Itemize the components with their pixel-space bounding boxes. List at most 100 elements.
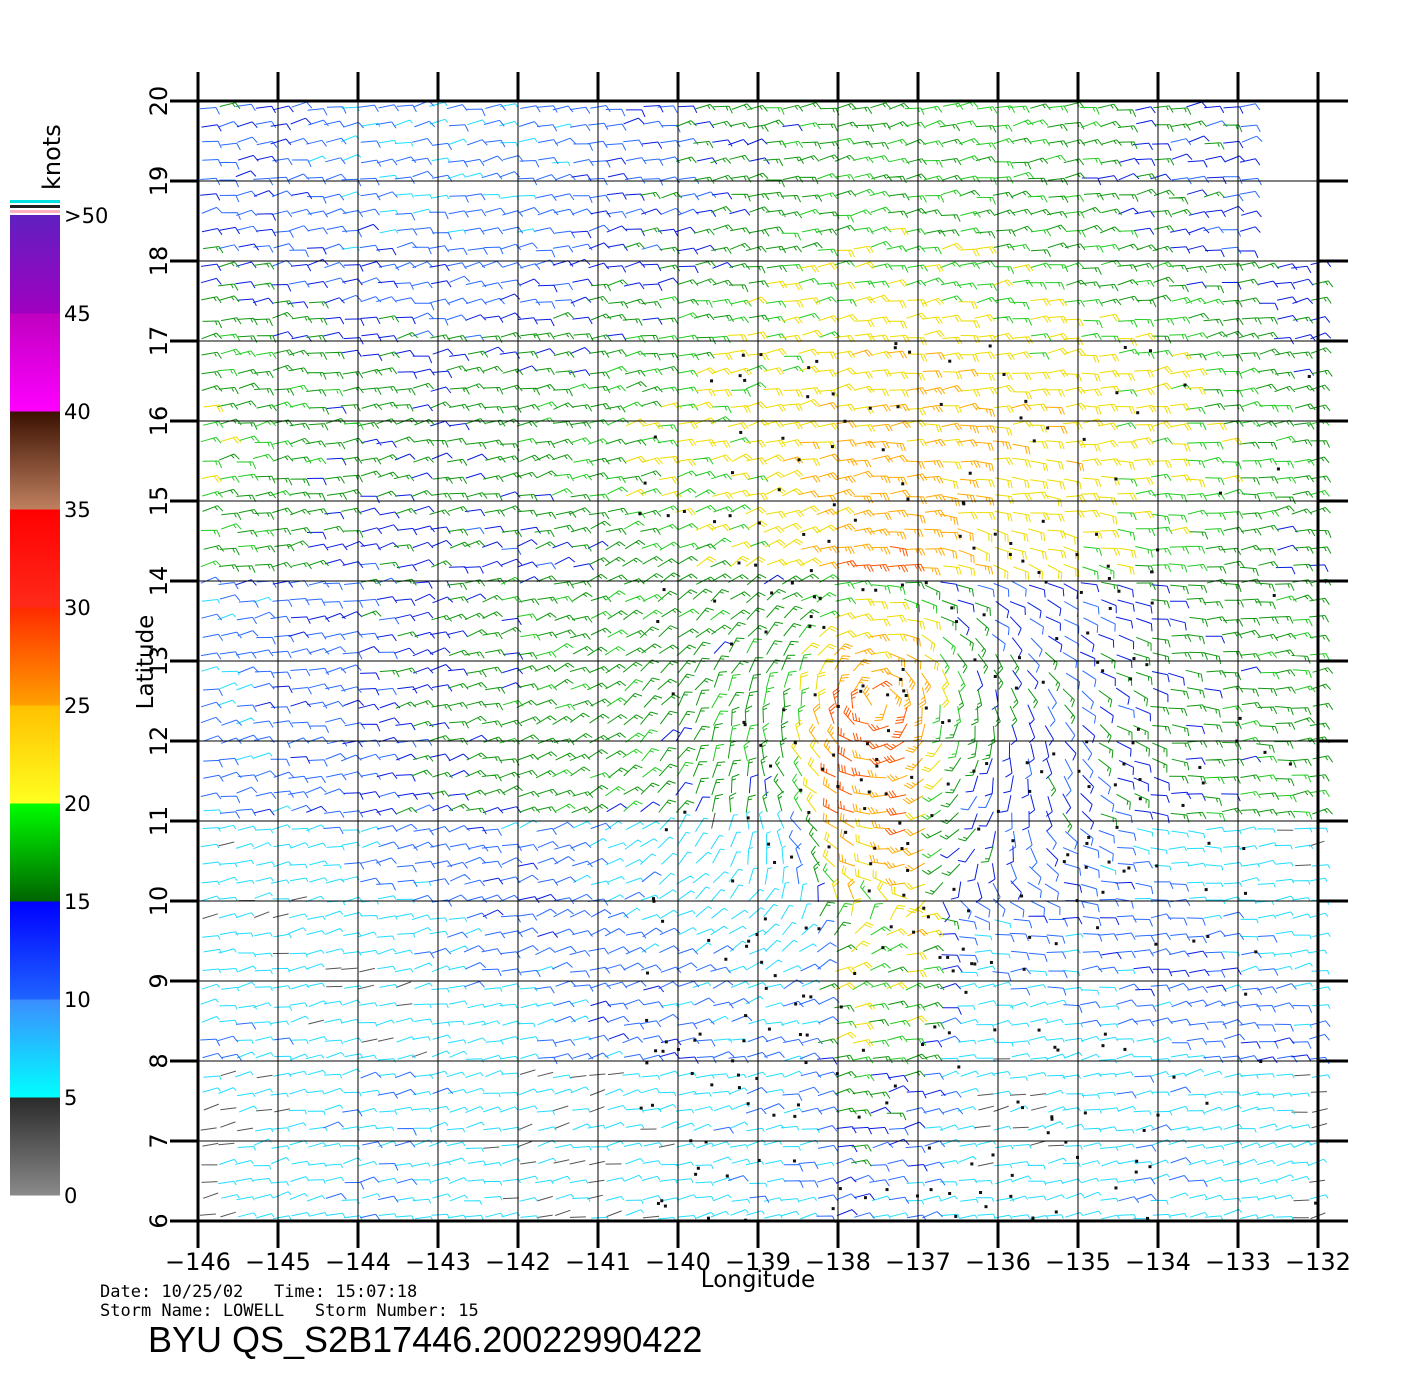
- rain-flag-point: [737, 561, 741, 565]
- colorbar-label: 25: [64, 694, 91, 718]
- rain-flag-point: [853, 971, 857, 975]
- rain-flag-point: [902, 689, 906, 693]
- colorbar-label: 30: [64, 596, 91, 620]
- rain-flag-point: [754, 563, 758, 567]
- rain-flag-point: [809, 995, 813, 999]
- rain-flag-point: [661, 919, 665, 923]
- rain-flag-point: [1198, 765, 1202, 769]
- rain-flag-point: [915, 1194, 919, 1198]
- rain-flag-point: [802, 532, 806, 536]
- x-tick-label: −143: [405, 1248, 471, 1276]
- rain-flag-point: [962, 502, 966, 506]
- rain-flag-point: [830, 445, 834, 449]
- rain-flag-point: [1020, 894, 1024, 898]
- rain-flag-point: [1037, 570, 1041, 574]
- rain-flag-point: [1107, 576, 1111, 580]
- rain-flag-point: [645, 1018, 649, 1022]
- rain-flag-point: [639, 1106, 643, 1110]
- rain-flag-point: [874, 588, 878, 592]
- rain-flag-point: [1150, 570, 1154, 574]
- rain-flag-point: [827, 539, 831, 543]
- rain-flag-point: [793, 1114, 797, 1118]
- rain-flag-point: [926, 915, 930, 919]
- rain-flag-point: [1077, 769, 1081, 773]
- rain-flag-point: [1011, 839, 1015, 843]
- rain-flag-point: [899, 677, 903, 681]
- rain-flag-point: [985, 762, 989, 766]
- rain-flag-point: [973, 658, 977, 662]
- rain-flag-point: [955, 620, 959, 624]
- rain-flag-point: [1010, 1173, 1014, 1177]
- rain-flag-point: [948, 1192, 952, 1196]
- rain-flag-point: [1086, 631, 1090, 635]
- rain-flag-point: [804, 926, 808, 930]
- rain-flag-point: [1054, 1210, 1058, 1214]
- rain-flag-point: [982, 613, 986, 617]
- rain-flag-point: [661, 1049, 665, 1053]
- y-tick-label: 13: [145, 646, 173, 677]
- rain-flag-point: [1031, 1216, 1035, 1220]
- y-tick-label: 10: [145, 886, 173, 917]
- rain-flag-point: [806, 395, 810, 399]
- rain-flag-point: [861, 588, 865, 592]
- x-tick-label: −139: [725, 1248, 791, 1276]
- rain-flag-point: [1117, 589, 1121, 593]
- y-tick-label: 12: [145, 726, 173, 757]
- rain-flag-point: [1075, 1155, 1079, 1159]
- rain-flag-point: [1021, 559, 1025, 563]
- rain-flag-point: [1192, 939, 1196, 943]
- rain-flag-point: [1154, 942, 1158, 946]
- rain-flag-point: [809, 569, 813, 573]
- rain-flag-point: [1107, 860, 1111, 864]
- rain-flag-point: [889, 925, 893, 929]
- rain-flag-point: [993, 532, 997, 536]
- colorbar-band: [10, 999, 60, 1098]
- colorbar-band: [10, 411, 60, 510]
- rain-flag-point: [818, 596, 822, 600]
- rain-flag-point: [1272, 593, 1276, 597]
- rain-flag-point: [1096, 660, 1100, 664]
- y-tick-label: 18: [145, 246, 173, 277]
- rain-flag-point: [898, 821, 902, 825]
- rain-flag-point: [1150, 601, 1154, 605]
- wind-barb-set: [201, 227, 1244, 1047]
- rain-flag-point: [922, 906, 926, 910]
- rain-flag-point: [738, 374, 742, 378]
- rain-flag-point: [792, 1159, 796, 1163]
- rain-flag-point: [1244, 891, 1248, 895]
- colorbar-band: [10, 509, 60, 608]
- rain-flag-point: [968, 471, 972, 475]
- rain-flag-point: [654, 1049, 658, 1053]
- rain-flag-point: [964, 990, 968, 994]
- rain-flag-point: [893, 346, 897, 350]
- x-tick-label: −140: [645, 1248, 711, 1276]
- wind-barb-set: [200, 101, 1332, 1217]
- rain-flag-point: [759, 353, 763, 357]
- rain-flag-point: [927, 1146, 931, 1150]
- rain-flag-point: [885, 1101, 889, 1105]
- rain-flag-point: [767, 1027, 771, 1031]
- rain-flag-point: [1131, 741, 1135, 745]
- colorbar-label: 45: [64, 302, 91, 326]
- rain-flag-point: [741, 353, 745, 357]
- rain-flag-point: [844, 830, 848, 834]
- rain-flag-point: [764, 986, 768, 990]
- rain-flag-point: [859, 689, 863, 693]
- rain-flag-point: [1016, 1100, 1020, 1104]
- rain-flag-point: [755, 933, 759, 937]
- rain-flag-point: [690, 1071, 694, 1075]
- rain-flag-point: [1288, 762, 1292, 766]
- rain-flag-point: [817, 927, 821, 931]
- rain-flag-point: [831, 392, 835, 396]
- rain-flag-point: [730, 471, 734, 475]
- rain-flag-point: [1146, 1216, 1150, 1220]
- rain-flag-point: [1041, 680, 1045, 684]
- rain-flag-point: [910, 775, 914, 779]
- rain-flag-point: [1207, 841, 1211, 845]
- rain-flag-point: [704, 1140, 708, 1144]
- rain-flag-point: [1263, 750, 1267, 754]
- date-time-text: Date: 10/25/02 Time: 15:07:18: [100, 1282, 417, 1302]
- rain-flag-point: [1101, 1044, 1105, 1048]
- rain-flag-point: [863, 1196, 867, 1200]
- rain-flag-point: [645, 1061, 649, 1065]
